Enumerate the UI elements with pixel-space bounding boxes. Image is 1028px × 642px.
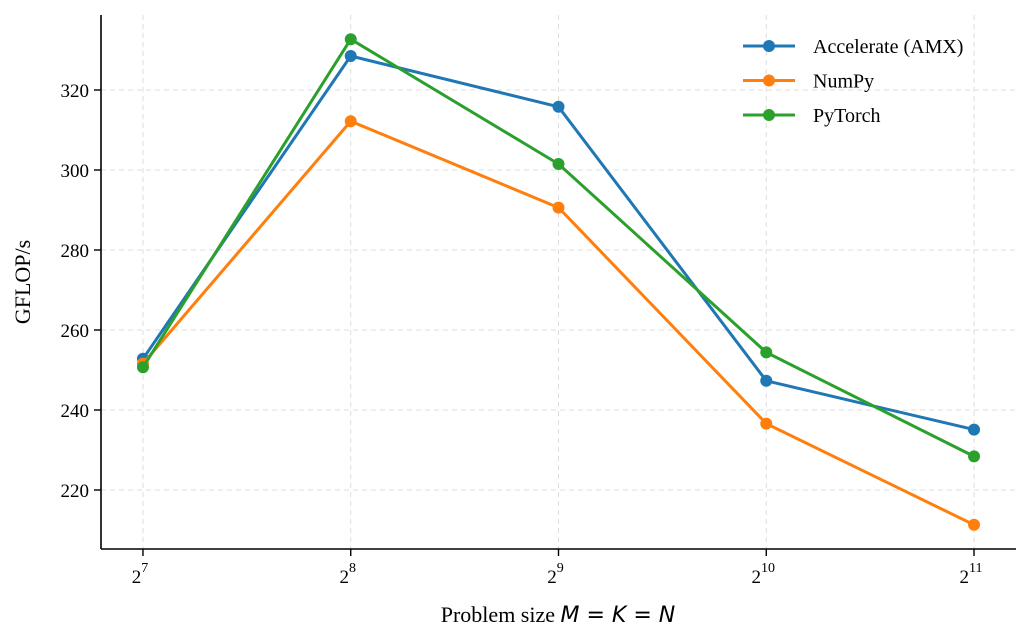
legend-marker <box>763 40 775 52</box>
legend-label: NumPy <box>813 71 874 93</box>
data-point <box>968 450 981 463</box>
x-axis-label: Problem size M = K = N <box>441 602 675 628</box>
x-tick-exponent: 9 <box>557 561 564 576</box>
data-point <box>552 158 565 170</box>
y-tick-label: 320 <box>61 81 90 102</box>
x-tick-label: 28 <box>339 561 356 588</box>
x-tick-base: 2 <box>960 567 970 588</box>
x-tick-base: 2 <box>132 567 142 588</box>
series-pytorch <box>136 33 981 463</box>
legend-marker <box>763 109 775 121</box>
x-tick-label: 29 <box>547 561 564 588</box>
x-tick-exponent: 8 <box>349 561 356 576</box>
x-tick-label: 210 <box>752 561 776 588</box>
legend-label: Accelerate (AMX) <box>813 36 963 58</box>
legend-marker <box>763 74 775 87</box>
data-point <box>344 33 357 46</box>
x-tick-label: 27 <box>132 561 149 588</box>
y-tick-label: 300 <box>61 161 90 182</box>
data-point <box>968 423 981 436</box>
data-point <box>760 346 773 359</box>
series <box>136 33 981 531</box>
x-tick-label: 211 <box>960 561 983 588</box>
data-point <box>968 518 981 531</box>
y-tick-label: 280 <box>61 241 90 262</box>
x-tick-base: 2 <box>339 567 349 588</box>
grid <box>101 15 1016 549</box>
x-tick-exponent: 7 <box>141 561 148 576</box>
legend: Accelerate (AMX) NumPy PyTorch <box>743 36 963 127</box>
legend-item: NumPy <box>743 71 874 93</box>
y-tick-label: 240 <box>61 401 90 422</box>
data-point <box>344 115 357 128</box>
y-ticks: 220 240 260 280 300 320 <box>61 81 101 502</box>
legend-item: Accelerate (AMX) <box>743 36 963 58</box>
x-tick-exponent: 11 <box>969 561 982 576</box>
data-point <box>760 374 773 387</box>
legend-item: PyTorch <box>743 105 880 127</box>
x-tick-exponent: 10 <box>761 561 775 576</box>
x-axis-label-math: M = K = N <box>561 603 676 628</box>
x-tick-base: 2 <box>752 567 762 588</box>
data-point <box>136 361 149 374</box>
y-tick-label: 220 <box>61 481 90 502</box>
data-point <box>552 100 565 113</box>
data-point <box>552 201 565 214</box>
x-tick-base: 2 <box>547 567 557 588</box>
y-tick-label: 260 <box>61 321 90 342</box>
x-axis-label-text: Problem size <box>441 602 555 627</box>
legend-label: PyTorch <box>813 105 880 127</box>
series-accelerate-amx <box>136 50 981 436</box>
y-axis-label: GFLOP/s <box>10 240 35 324</box>
data-point <box>344 50 357 62</box>
data-point <box>760 417 773 430</box>
x-ticks: 27 28 29 210 211 <box>132 549 983 588</box>
